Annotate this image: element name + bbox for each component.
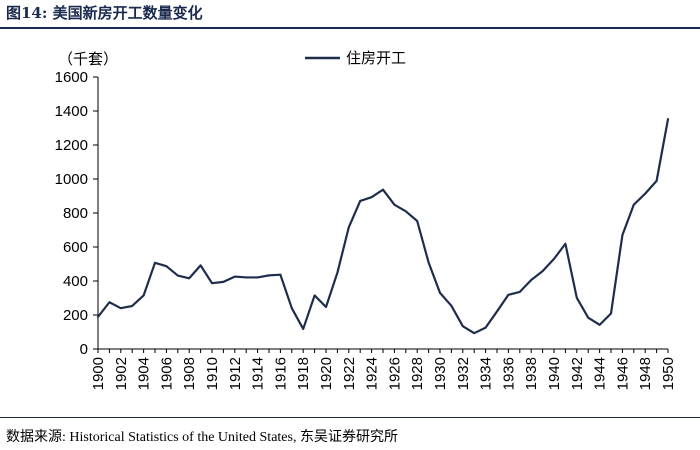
x-tick-label: 1944 (592, 357, 609, 390)
y-tick-label: 800 (63, 205, 88, 222)
y-tick-labels: 0 200 400 600 800 1000 1200 1400 1600 (55, 69, 88, 358)
y-tick-label: 1400 (55, 103, 88, 120)
y-tick-label: 1600 (55, 69, 88, 86)
y-tick-label: 600 (63, 239, 88, 256)
x-tick-label: 1930 (432, 357, 449, 390)
x-tick-label: 1932 (455, 357, 472, 390)
x-tick-label: 1916 (272, 357, 289, 390)
x-tick-label: 1906 (158, 357, 175, 390)
x-tick-label: 1926 (386, 357, 403, 390)
x-tick-label: 1946 (614, 357, 631, 390)
legend-label: 住房开工 (346, 49, 406, 67)
y-tick-label: 1200 (55, 137, 88, 154)
footer-divider (0, 417, 700, 418)
chart-title: 图14: 美国新房开工数量变化 (6, 4, 203, 22)
x-tick-label: 1934 (478, 357, 495, 390)
x-tick-label: 1942 (569, 357, 586, 390)
x-tick-label: 1950 (660, 357, 677, 390)
x-tick-label: 1936 (500, 357, 517, 390)
legend: 住房开工 (305, 49, 406, 67)
x-tick-label: 1940 (546, 357, 563, 390)
y-tick-label: 1000 (55, 171, 88, 188)
x-tick-label: 1908 (181, 357, 198, 390)
x-tick-label: 1914 (250, 357, 267, 390)
x-tick-labels: 1900 1902 1904 1906 1908 1910 1912 1914 1916 1918… (90, 357, 677, 390)
series-line (96, 118, 670, 335)
y-tick-label: 200 (63, 307, 88, 324)
x-tick-label: 1910 (204, 357, 221, 390)
x-tick-label: 1928 (409, 357, 426, 390)
y-tick-label: 400 (63, 273, 88, 290)
x-tick-label: 1922 (341, 357, 358, 390)
axes (93, 76, 669, 353)
series-group (96, 118, 670, 335)
x-tick-label: 1948 (637, 357, 654, 390)
x-tick-label: 1900 (90, 357, 107, 390)
source-note: 数据来源: Historical Statistics of the Unite… (6, 430, 398, 445)
y-tick-label: 0 (80, 341, 88, 358)
title-divider (0, 27, 700, 29)
x-tick-label: 1904 (136, 357, 153, 390)
x-tick-label: 1924 (364, 357, 381, 390)
x-tick-label: 1920 (318, 357, 335, 390)
unit-label: （千套） (58, 51, 118, 68)
x-tick-label: 1918 (295, 357, 312, 390)
x-tick-label: 1902 (113, 357, 130, 390)
x-tick-label: 1938 (523, 357, 540, 390)
x-tick-label: 1912 (227, 357, 244, 390)
